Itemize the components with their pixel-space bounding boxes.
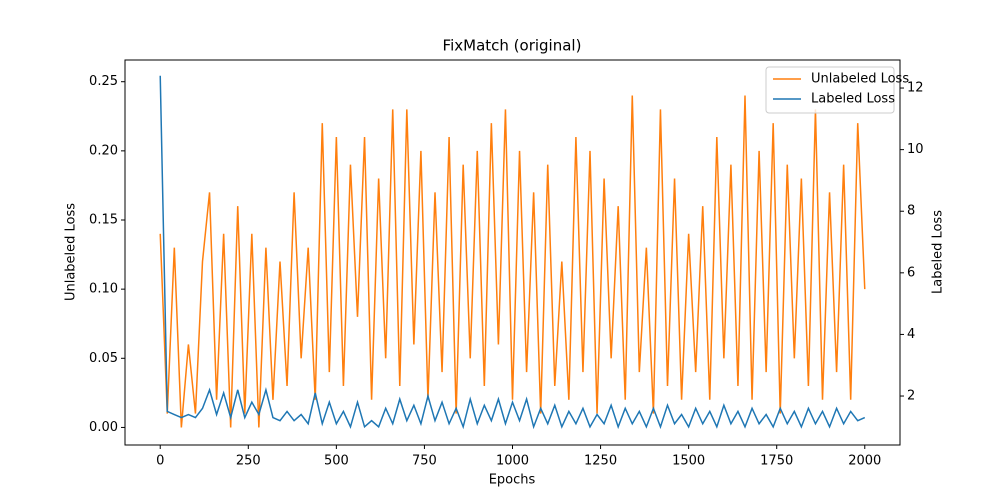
y-tick-label: 0.10 [89, 282, 118, 297]
y2-tick-label: 6 [907, 265, 915, 280]
y2-axis-label: Labeled Loss [931, 210, 946, 294]
x-tick-label: 0 [156, 454, 164, 469]
y-tick-label: 0.25 [89, 74, 118, 89]
y-tick-label: 0.00 [89, 420, 118, 435]
x-tick-label: 1750 [760, 454, 793, 469]
y2-tick-label: 10 [907, 142, 924, 157]
x-tick-label: 2000 [848, 454, 881, 469]
y-tick-label: 0.05 [89, 351, 118, 366]
series-line [159, 75, 866, 430]
x-axis-label: Epochs [489, 473, 536, 488]
x-tick-label: 500 [324, 454, 349, 469]
x-tick-label: 250 [236, 454, 261, 469]
chart-title: FixMatch (original) [443, 37, 582, 55]
y-tick-label: 0.15 [89, 213, 118, 228]
y2-tick-label: 8 [907, 204, 915, 219]
y-tick-label: 0.20 [89, 143, 118, 158]
y2-tick-label: 2 [907, 389, 915, 404]
y2-tick-label: 4 [907, 327, 915, 342]
x-tick-label: 1000 [496, 454, 529, 469]
y-axis-label: Unlabeled Loss [64, 203, 79, 301]
plot-frame [124, 59, 901, 446]
y2-tick-label: 12 [907, 81, 924, 96]
legend-label: Unlabeled Loss [811, 72, 909, 87]
series-line [159, 95, 866, 428]
x-tick-label: 1250 [584, 454, 617, 469]
legend-label: Labeled Loss [811, 92, 895, 107]
x-tick-label: 750 [412, 454, 437, 469]
x-tick-label: 1500 [672, 454, 705, 469]
